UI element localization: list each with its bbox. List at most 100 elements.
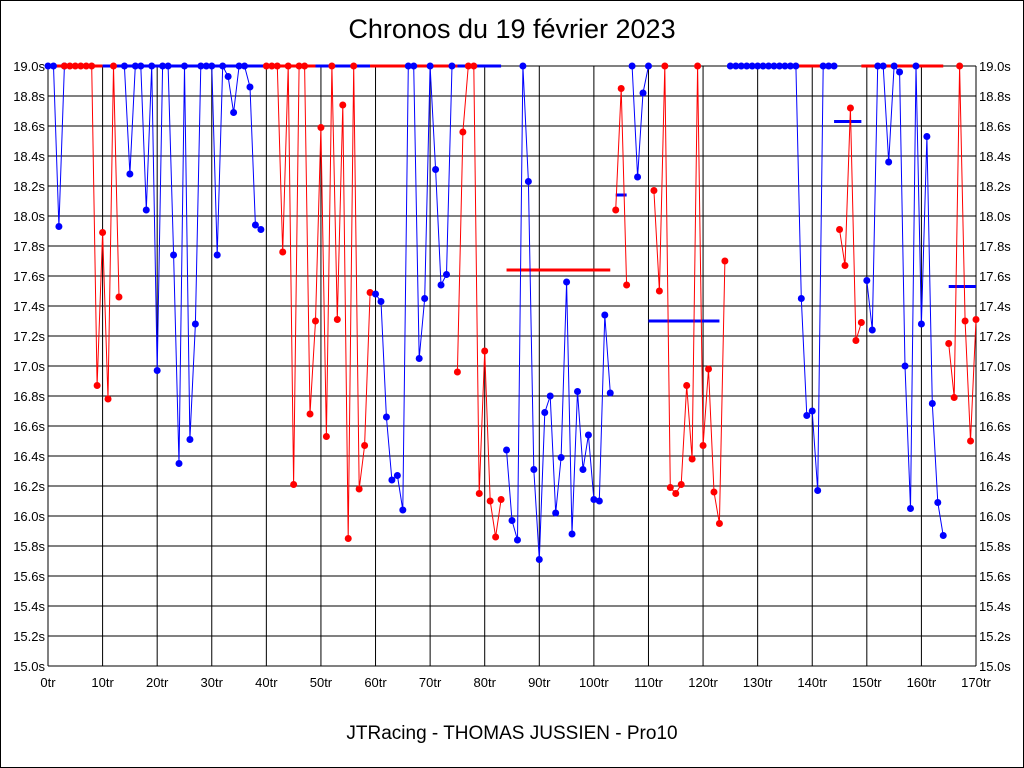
lap-point xyxy=(563,278,571,286)
lap-point xyxy=(841,262,849,269)
lap-point xyxy=(339,101,347,109)
lap-point xyxy=(650,187,658,194)
lap-point xyxy=(557,454,565,461)
lap-point xyxy=(361,442,369,449)
series-line xyxy=(866,64,944,536)
y-tick-label-left: 15.8s xyxy=(13,539,45,554)
y-tick-label-left: 15.0s xyxy=(13,659,45,674)
grid xyxy=(47,65,977,667)
lap-point xyxy=(77,62,85,70)
lap-point xyxy=(623,281,631,289)
series-line xyxy=(266,65,371,539)
lap-point xyxy=(142,206,150,214)
axis-ticks: 19.0s 19.0s 18.8s 18.8s 18.6s 18.6s 18.4s 18.4s… xyxy=(13,59,1011,690)
y-tick-label-left: 16.8s xyxy=(13,389,45,404)
x-tick-label: 10tr xyxy=(91,675,114,690)
lap-point xyxy=(213,251,221,259)
lap-point xyxy=(355,485,363,493)
lap-point xyxy=(71,62,79,70)
y-tick-label-left: 15.4s xyxy=(13,599,45,614)
lap-point xyxy=(519,62,527,70)
lap-point xyxy=(104,395,112,403)
lap-point xyxy=(688,455,696,463)
lap-point xyxy=(574,388,582,395)
series-line xyxy=(631,65,649,178)
lap-point xyxy=(967,437,975,445)
lap-point xyxy=(241,62,249,70)
y-tick-label-left: 17.2s xyxy=(13,329,45,344)
lap-point xyxy=(333,316,341,323)
lap-point xyxy=(372,290,380,298)
lap-point xyxy=(945,340,953,347)
y-tick-label-right: 19.0s xyxy=(979,59,1011,74)
lap-point xyxy=(311,317,319,325)
x-tick-label: 20tr xyxy=(146,675,169,690)
lap-point xyxy=(437,281,445,289)
y-tick-label-left: 17.0s xyxy=(13,359,45,374)
lap-point xyxy=(110,62,118,70)
lap-point xyxy=(781,62,789,70)
lap-point xyxy=(290,481,298,488)
lap-point xyxy=(683,382,691,389)
lap-point xyxy=(44,62,52,70)
lap-point xyxy=(830,62,838,70)
y-tick-label-right: 17.0s xyxy=(979,359,1011,374)
lap-point xyxy=(797,295,805,302)
lap-point xyxy=(159,62,167,70)
lap-point xyxy=(246,83,254,91)
lap-point xyxy=(803,412,811,419)
lap-point xyxy=(912,62,920,70)
lap-point xyxy=(748,62,756,70)
lap-point xyxy=(88,62,96,70)
lap-point xyxy=(721,257,729,265)
lap-point xyxy=(601,311,609,319)
lap-point xyxy=(137,62,145,70)
lap-point xyxy=(863,277,871,284)
y-tick-label-left: 16.6s xyxy=(13,419,45,434)
lap-point xyxy=(279,248,287,256)
y-tick-label-left: 19.0s xyxy=(13,59,45,74)
lap-point xyxy=(644,62,652,70)
lap-point xyxy=(595,497,603,505)
lap-point xyxy=(612,206,620,214)
lap-point xyxy=(273,62,281,70)
lap-point xyxy=(579,466,587,473)
y-tick-label-left: 18.2s xyxy=(13,179,45,194)
lap-point xyxy=(377,298,385,305)
lap-point xyxy=(917,320,925,328)
lap-point xyxy=(180,62,188,70)
lap-point xyxy=(442,271,450,278)
lap-point xyxy=(481,347,489,355)
lap-point xyxy=(819,62,827,70)
lap-point xyxy=(170,251,178,259)
lap-point xyxy=(486,497,494,505)
lap-point xyxy=(415,355,423,362)
x-tick-label: 160tr xyxy=(907,675,937,690)
series-line xyxy=(948,65,977,442)
lap-point xyxy=(934,499,942,506)
y-tick-label-left: 15.2s xyxy=(13,629,45,644)
series-line xyxy=(615,88,628,286)
lap-point xyxy=(677,481,685,488)
y-tick-label-right: 15.6s xyxy=(979,569,1011,584)
lap-point xyxy=(513,536,521,544)
lap-point xyxy=(950,394,958,401)
lap-point xyxy=(584,431,592,439)
series-line xyxy=(456,65,502,538)
series-points xyxy=(44,62,980,563)
lap-point xyxy=(470,62,478,70)
lap-point xyxy=(208,62,216,70)
lap-point xyxy=(268,62,276,70)
lap-point xyxy=(382,413,390,421)
lap-point xyxy=(535,556,543,563)
chart-title: Chronos du 19 février 2023 xyxy=(348,14,676,44)
lap-point xyxy=(792,62,800,70)
y-tick-label-right: 18.4s xyxy=(979,149,1011,164)
series-line xyxy=(64,65,120,400)
lap-point xyxy=(432,166,440,173)
lap-point xyxy=(655,287,663,295)
y-tick-label-right: 15.8s xyxy=(979,539,1011,554)
y-tick-label-right: 16.2s xyxy=(979,479,1011,494)
lap-point xyxy=(765,62,773,70)
